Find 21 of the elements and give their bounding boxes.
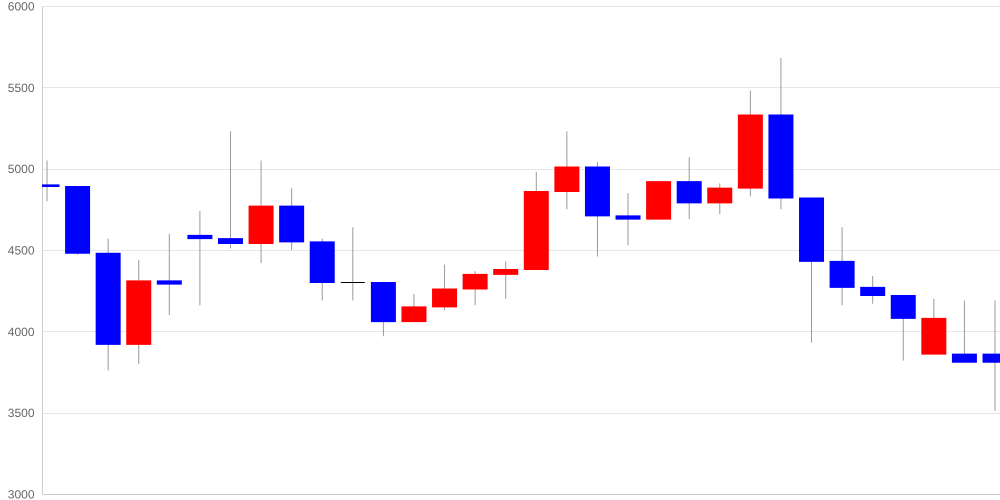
- y-tick-label: 4000: [8, 324, 35, 339]
- y-tick-label: 5500: [8, 80, 35, 95]
- y-tick-label: 6000: [8, 0, 35, 14]
- y-tick-label: 3500: [8, 406, 35, 420]
- candlestick: [890, 295, 916, 362]
- y-tick-label: 5000: [8, 162, 35, 176]
- candlestick: [493, 260, 518, 300]
- candlestick: [707, 182, 732, 215]
- candlestick: [340, 226, 366, 301]
- candlestick: [462, 270, 488, 306]
- candlestick: [432, 264, 458, 311]
- candlestick: [218, 130, 243, 249]
- candlestick: [156, 233, 182, 316]
- candlestick: [676, 156, 702, 220]
- candlestick: [860, 276, 886, 304]
- candlestick: [616, 192, 641, 246]
- candlestick: [187, 210, 212, 306]
- y-tick-label: 4500: [8, 244, 35, 258]
- candlestick: [401, 293, 426, 322]
- y-tick-label: 3000: [8, 488, 35, 500]
- candlestick: [952, 300, 977, 363]
